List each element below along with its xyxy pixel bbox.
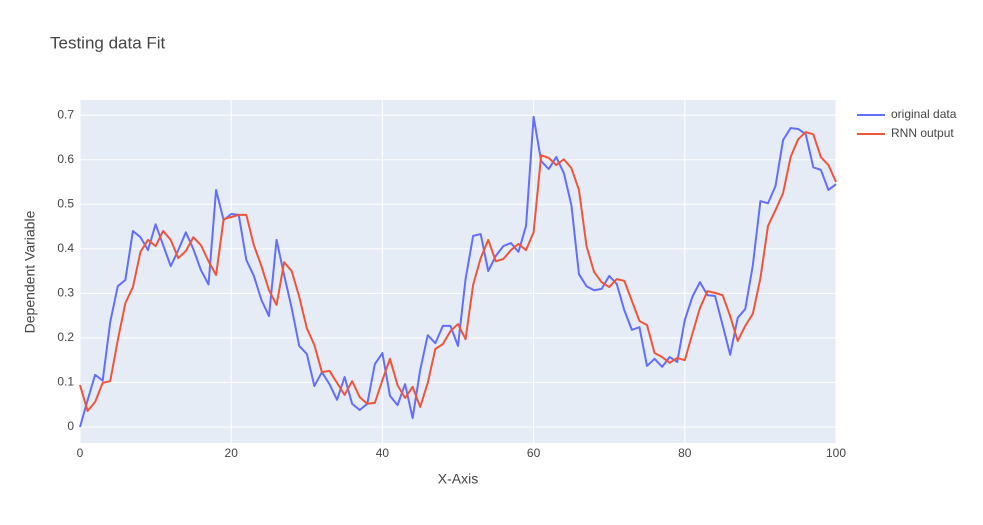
legend-label: original data bbox=[891, 107, 957, 121]
y-tick-label: 0.1 bbox=[57, 375, 74, 389]
x-tick-label: 20 bbox=[225, 446, 239, 460]
y-tick-label: 0.2 bbox=[57, 330, 74, 344]
x-tick-label: 60 bbox=[527, 446, 541, 460]
x-tick-label: 40 bbox=[376, 446, 390, 460]
data-line bbox=[79, 131, 837, 412]
x-tick-label: 0 bbox=[77, 446, 84, 460]
y-tick-label: 0.7 bbox=[57, 107, 74, 121]
x-tick-label: 100 bbox=[826, 446, 846, 460]
y-tick-label: 0.4 bbox=[57, 241, 74, 255]
data-line bbox=[79, 115, 837, 428]
legend-label: RNN output bbox=[891, 126, 954, 140]
x-axis-title: X-Axis bbox=[438, 471, 478, 487]
y-tick-label: 0.5 bbox=[57, 196, 74, 210]
y-tick-label: 0 bbox=[67, 419, 74, 433]
y-axis-title: Dependent Variable bbox=[22, 210, 38, 333]
chart-title: Testing data Fit bbox=[50, 33, 166, 52]
y-tick-label: 0.3 bbox=[57, 285, 74, 299]
plot-area bbox=[80, 100, 836, 443]
y-tick-label: 0.6 bbox=[57, 152, 74, 166]
x-tick-label: 80 bbox=[678, 446, 692, 460]
